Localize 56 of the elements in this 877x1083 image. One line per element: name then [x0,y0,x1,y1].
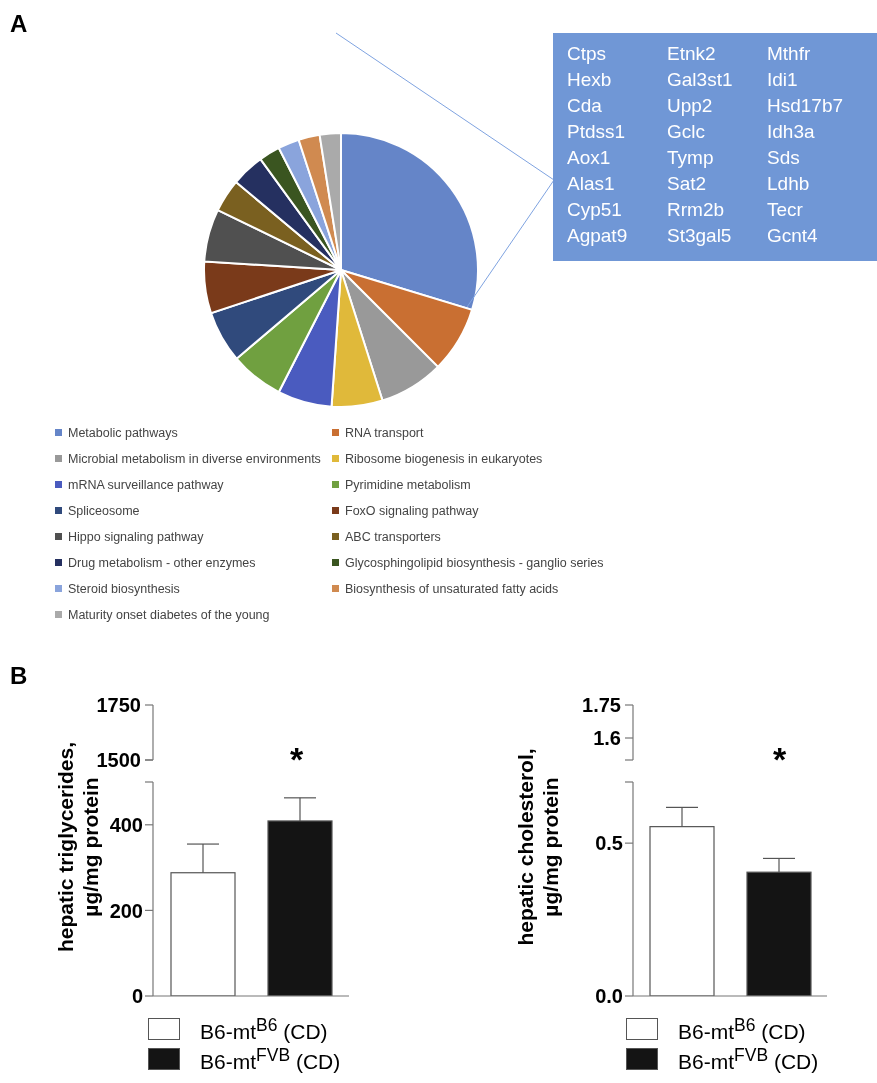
text: Agpat9 [567,225,629,248]
text: Cda [567,95,603,118]
legend-label: Maturity onset diabetes of the young [68,607,270,622]
legend-label: B6-mt$^{B6}$ (CD) [200,1014,328,1044]
y-tick-label: 0.0 [595,985,623,1008]
text: B [10,662,28,690]
text: 1.75 [582,693,621,717]
text: Sds [767,147,801,170]
y-axis-title: hepatic cholesterol, µg/mg protein [513,748,563,946]
text: A [10,10,28,38]
text: Idi1 [767,69,799,92]
legend-label: B6-mt$^{FVB}$ (CD) [678,1044,819,1074]
legend-label: mRNA surveillance pathway [68,477,224,492]
text: Aox1 [567,147,612,170]
text: Upp2 [667,95,714,118]
legend-label: Metabolic pathways [68,425,178,440]
legend-label: Steroid biosynthesis [68,581,180,596]
text: Etnk2 [667,43,717,66]
legend-label: Spliceosome [68,503,140,518]
text: Ctps [567,43,608,66]
legend-label: Glycosphingolipid biosynthesis - ganglio series [345,555,604,570]
legend-label: ABC transporters [345,529,441,544]
text: Gal3st1 [667,69,734,92]
text: St3gal5 [667,225,733,248]
legend-label: Ribosome biogenesis in eukaryotes [345,451,543,466]
text: Rrm2b [667,199,725,222]
text: Ptdss1 [567,121,627,144]
text: Alas1 [567,173,616,196]
text: Mthfr [767,43,812,66]
y-tick-label: 0 [131,985,143,1008]
text: Sat2 [667,173,708,196]
legend-label: B6-mt$^{FVB}$ (CD) [200,1044,341,1074]
text: * [773,740,787,779]
text: Tecr [767,199,804,222]
legend-label: Biosynthesis of unsaturated fatty acids [345,581,559,596]
legend-label: B6-mt$^{B6}$ (CD) [678,1014,806,1044]
y-tick-label: 200 [109,899,143,922]
text: Gcnt4 [767,225,819,248]
legend-label: Pyrimidine metabolism [345,477,471,492]
text: Idh3a [767,121,816,144]
text: Gclc [667,121,706,144]
text: Tymp [667,147,715,170]
y-tick-label: 400 [109,813,143,836]
text: Hsd17b7 [767,95,845,118]
legend-label: FoxO signaling pathway [345,503,479,518]
legend-label: Microbial metabolism in diverse environments [68,451,321,466]
text: Hexb [567,69,613,92]
legend-label: RNA transport [345,425,424,440]
text: 1.6 [593,726,621,750]
text: 1750 [96,693,141,717]
legend-label: Drug metabolism - other enzymes [68,555,256,570]
text: Cyp51 [567,199,623,222]
legend-label: Hippo signaling pathway [68,529,204,544]
text: Ldhb [767,173,811,196]
y-tick-label: 0.5 [595,832,623,855]
text: * [290,740,304,779]
